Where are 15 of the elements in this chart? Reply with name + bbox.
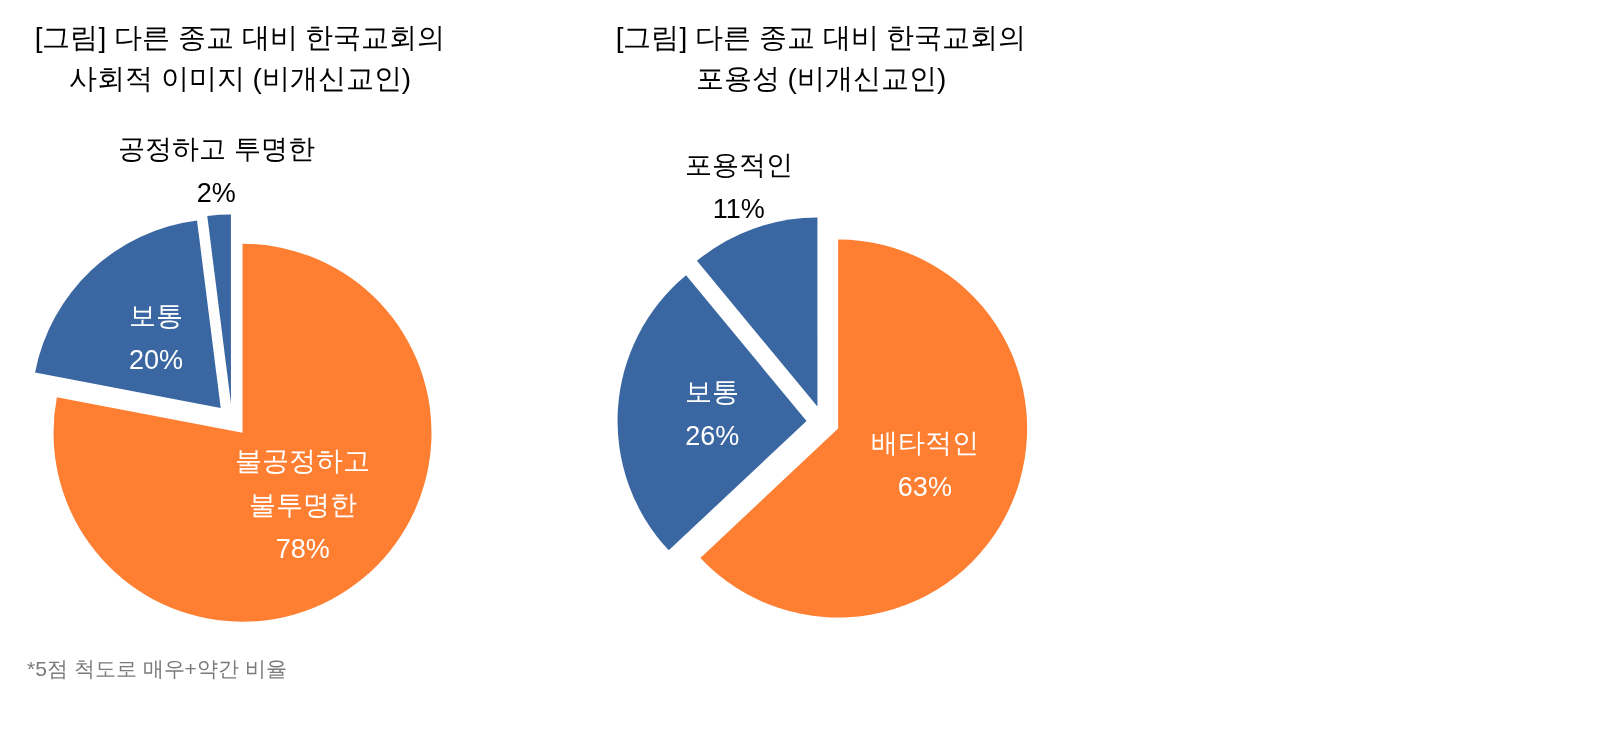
slice-label: 공정하고 투명한	[118, 133, 315, 164]
slice-label: 배타적인	[870, 428, 979, 459]
data-label: 11%	[712, 193, 765, 224]
data-label: 26%	[685, 421, 740, 452]
text: *5점 척도로 매우+약간 비율	[27, 657, 287, 680]
slice-label: 포용적인	[684, 149, 793, 180]
data-label: 63%	[897, 472, 952, 503]
chart-title: [그림] 다른 종교 대비 한국교회의 사회적 이미지 (비개신교인)	[34, 22, 446, 94]
slice-label: 보통	[129, 301, 184, 332]
data-label: 20%	[128, 345, 184, 376]
data-label: 2%	[196, 177, 236, 208]
chart-title: [그림] 다른 종교 대비 한국교회의 포용성 (비개신교인)	[615, 22, 1027, 94]
data-label: 78%	[275, 533, 330, 564]
slice-label: 불공정하고 불투명한	[235, 445, 371, 520]
slice-label: 보통	[685, 377, 740, 408]
